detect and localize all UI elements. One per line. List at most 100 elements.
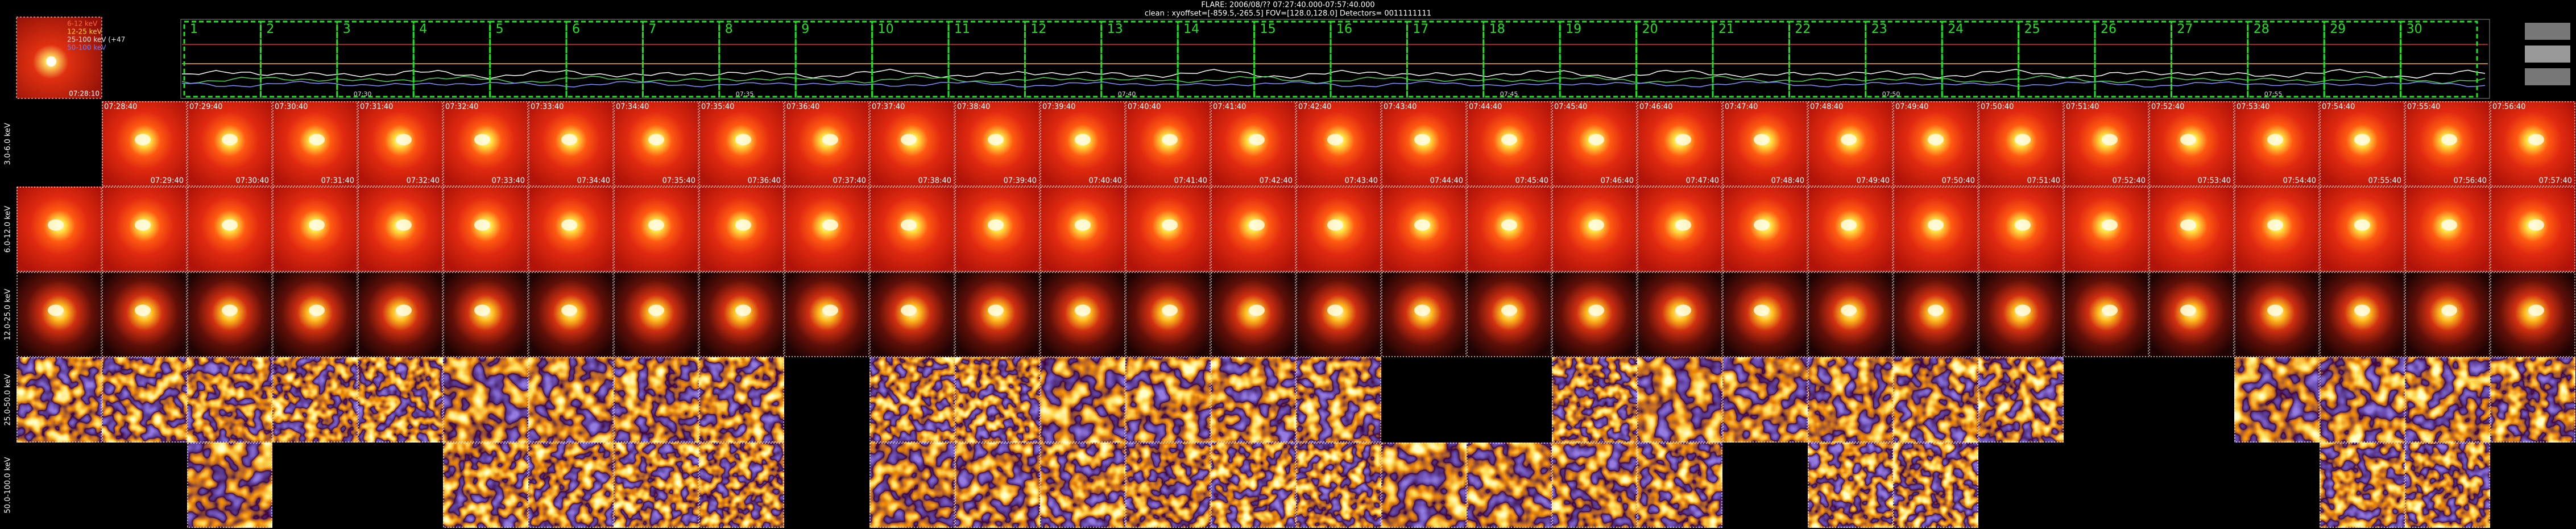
interval-box — [1406, 20, 1485, 98]
tile-border — [2064, 101, 2149, 187]
tile-border — [699, 187, 784, 272]
tile-end-time: 07:37:40 — [833, 177, 866, 185]
tile-end-time: 07:47:40 — [1686, 177, 1719, 185]
tile-image — [1211, 357, 1296, 443]
tile-border — [187, 357, 272, 443]
tile-image — [358, 357, 443, 443]
tile-border — [102, 187, 187, 272]
tile-source — [1162, 219, 1178, 231]
image-tile: 07:32:40 07:33:40 — [443, 101, 528, 187]
image-tile — [2490, 272, 2575, 357]
tile-end-time: 07:38:40 — [918, 177, 951, 185]
tile-source — [735, 134, 751, 146]
image-tile — [1125, 357, 1211, 443]
interval-number: 29 — [2330, 22, 2346, 36]
tile-end-time: 07:50:40 — [1942, 177, 1975, 185]
tile-source — [1675, 134, 1691, 146]
tile-image — [1467, 443, 1552, 528]
tile-image — [955, 357, 1040, 443]
tile-border — [16, 357, 102, 443]
image-tile — [443, 187, 528, 272]
tile-border — [1978, 101, 2064, 187]
tile-border — [102, 357, 187, 443]
image-tile — [1211, 187, 1296, 272]
tile-start-time: 07:44:40 — [1469, 103, 1502, 111]
image-tile — [1381, 443, 1467, 528]
image-tile: 07:54:40 07:55:40 — [2320, 101, 2405, 187]
image-tile — [358, 187, 443, 272]
interval-box — [794, 20, 873, 98]
tile-border — [1808, 272, 1893, 357]
tile-image — [2234, 357, 2320, 443]
interval-box — [565, 20, 644, 98]
image-tile — [443, 443, 528, 528]
interval-box — [1635, 20, 1714, 98]
tile-border — [1552, 443, 1637, 528]
tile-border — [2320, 272, 2405, 357]
tile-border — [784, 101, 869, 187]
tile-image — [1808, 357, 1893, 443]
tile-border — [614, 101, 699, 187]
image-tile — [699, 272, 784, 357]
tile-border — [1552, 187, 1637, 272]
interval-box — [1253, 20, 1332, 98]
tile-border — [1211, 443, 1296, 528]
tile-border — [1978, 187, 2064, 272]
tile-border — [1296, 272, 1381, 357]
tile-border — [1125, 187, 1211, 272]
tile-source — [1928, 134, 1944, 146]
image-tile — [2234, 357, 2320, 443]
image-tile — [1296, 272, 1381, 357]
image-tile — [1893, 187, 1978, 272]
tile-end-time: 07:40:40 — [1089, 177, 1122, 185]
tile-border — [955, 443, 1040, 528]
tile-source — [1162, 134, 1178, 146]
interval-box — [947, 20, 1026, 98]
tile-border — [1808, 101, 1893, 187]
tile-source — [2015, 304, 2031, 316]
legend-entry: 12-25 keV — [67, 28, 102, 36]
tile-border — [1125, 272, 1211, 357]
tile-start-time: 07:30:40 — [275, 103, 308, 111]
tile-image — [272, 357, 358, 443]
subtitle: clean : xyoffset=[-859.5,-265.5] FOV=[12… — [1145, 10, 1431, 18]
image-tile — [358, 272, 443, 357]
image-tile — [699, 357, 784, 443]
image-tile — [1467, 272, 1552, 357]
tile-border — [2320, 443, 2405, 528]
interval-box — [1177, 20, 1256, 98]
tile-border — [1978, 272, 2064, 357]
image-tile — [187, 357, 272, 443]
image-tile — [699, 443, 784, 528]
tile-border — [1808, 187, 1893, 272]
tile-start-time: 07:45:40 — [1554, 103, 1587, 111]
image-tile — [1040, 272, 1125, 357]
tile-border — [1722, 101, 1808, 187]
tile-border — [1296, 443, 1381, 528]
image-tile — [1808, 443, 1893, 528]
interval-box — [718, 20, 797, 98]
image-tile — [1040, 443, 1125, 528]
interval-box — [1100, 20, 1179, 98]
tile-source — [1754, 304, 1770, 316]
image-tile — [2405, 443, 2490, 528]
tile-end-time: 07:55:40 — [2368, 177, 2401, 185]
interval-number: 8 — [725, 22, 733, 36]
interval-number: 1 — [190, 22, 198, 36]
image-tile — [1040, 187, 1125, 272]
tile-source — [1414, 134, 1430, 146]
tile-border — [528, 357, 614, 443]
tile-border — [699, 272, 784, 357]
interval-number: 7 — [648, 22, 656, 36]
image-tile — [1893, 443, 1978, 528]
tile-start-time: 07:32:40 — [445, 103, 478, 111]
image-tile: 07:33:40 07:34:40 — [528, 101, 614, 187]
tile-source — [822, 134, 838, 146]
tile-border — [443, 357, 528, 443]
tile-source — [988, 134, 1004, 146]
tile-image — [2405, 443, 2490, 528]
tile-image — [869, 357, 955, 443]
row-label: 50.0-100.0 keV — [4, 457, 13, 513]
tile-source — [1928, 304, 1944, 316]
image-tile — [1808, 187, 1893, 272]
